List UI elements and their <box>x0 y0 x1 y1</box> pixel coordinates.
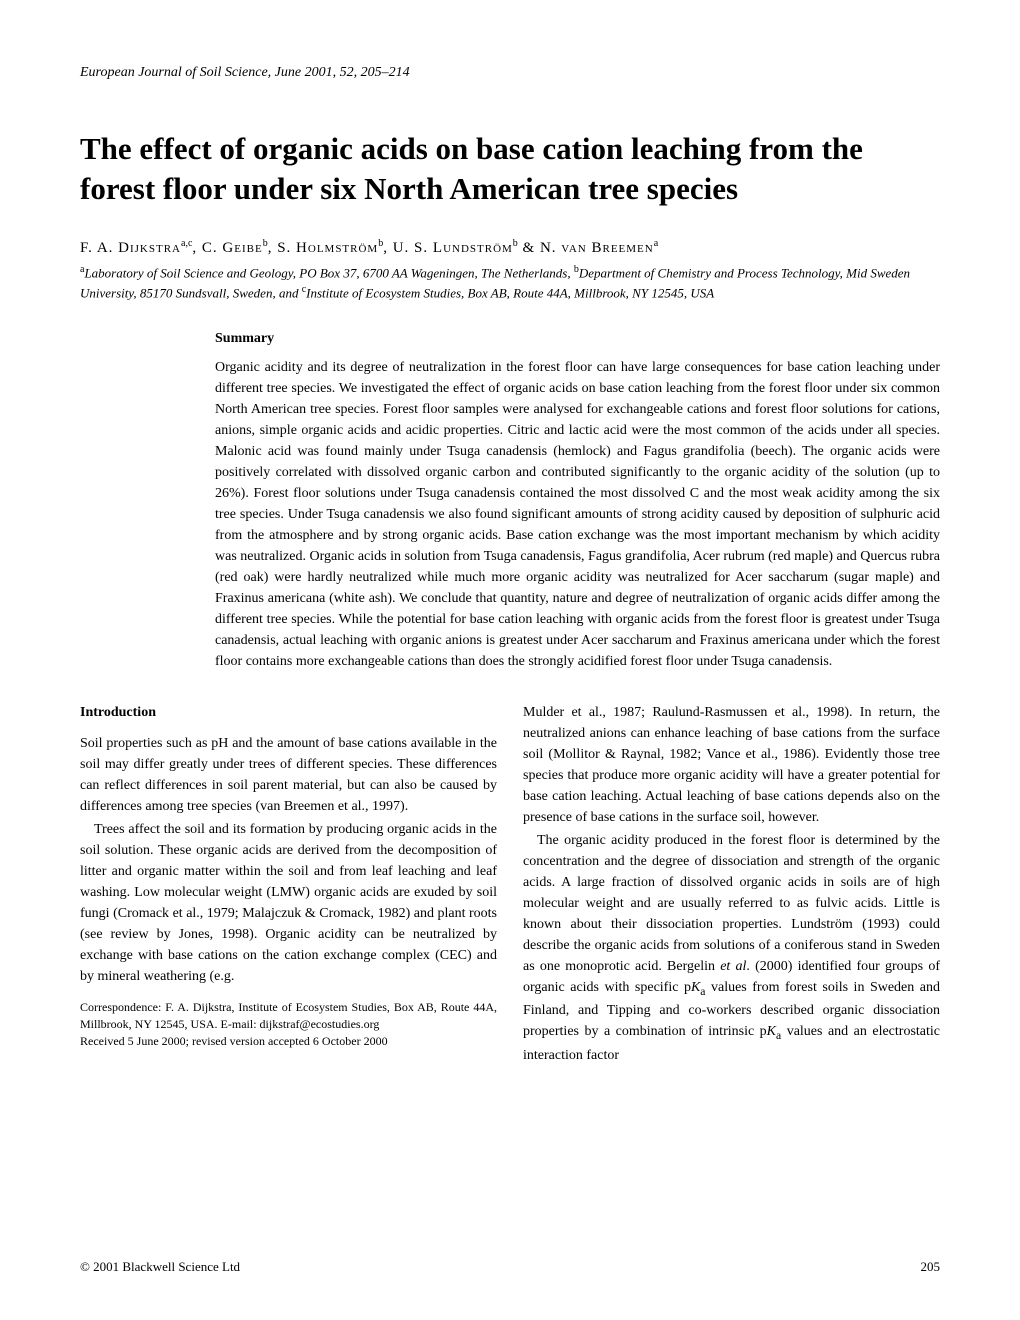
affiliations: aLaboratory of Soil Science and Geology,… <box>80 263 940 303</box>
left-column: Introduction Soil properties such as pH … <box>80 702 497 1068</box>
summary-text: Organic acidity and its degree of neutra… <box>215 357 940 672</box>
article-title: The effect of organic acids on base cati… <box>80 129 940 210</box>
page-footer: © 2001 Blackwell Science Ltd 205 <box>80 1259 940 1275</box>
summary-heading: Summary <box>215 331 940 347</box>
intro-para-1: Soil properties such as pH and the amoun… <box>80 733 497 817</box>
page-number: 205 <box>921 1259 941 1275</box>
correspondence-text: Correspondence: F. A. Dijkstra, Institut… <box>80 999 497 1033</box>
received-text: Received 5 June 2000; revised version ac… <box>80 1033 497 1050</box>
intro-para-2: Trees affect the soil and its formation … <box>80 819 497 987</box>
body-columns: Introduction Soil properties such as pH … <box>80 702 940 1068</box>
copyright: © 2001 Blackwell Science Ltd <box>80 1259 240 1275</box>
right-para-1: Mulder et al., 1987; Raulund-Rasmussen e… <box>523 702 940 828</box>
correspondence-block: Correspondence: F. A. Dijkstra, Institut… <box>80 999 497 1049</box>
summary-block: Summary Organic acidity and its degree o… <box>80 331 940 672</box>
right-para-2: The organic acidity produced in the fore… <box>523 830 940 1066</box>
right-column: Mulder et al., 1987; Raulund-Rasmussen e… <box>523 702 940 1068</box>
authors-line: F. A. Dijkstraa,c, C. Geibeb, S. Holmstr… <box>80 238 940 257</box>
introduction-heading: Introduction <box>80 702 497 723</box>
journal-header: European Journal of Soil Science, June 2… <box>80 65 940 81</box>
